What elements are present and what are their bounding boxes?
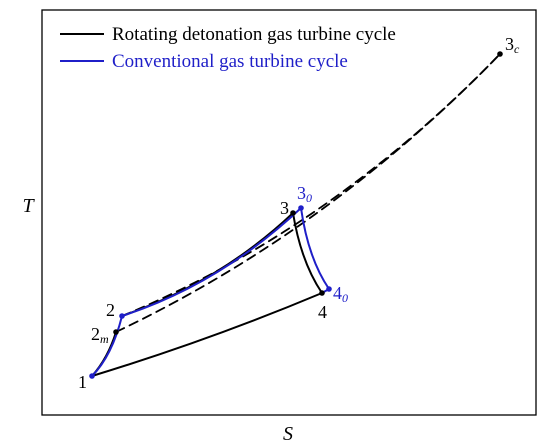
point-marker-30 <box>298 205 304 211</box>
point-marker-3c <box>497 51 503 57</box>
rd-cycle-heat-rejection-4-1 <box>91 292 323 377</box>
point-label-40: 40 <box>333 283 348 305</box>
point-label-2: 2 <box>106 300 115 320</box>
x-axis-label: S <box>283 423 293 445</box>
legend: Rotating detonation gas turbine cycle Co… <box>60 24 396 72</box>
point-label-3: 3 <box>280 198 289 218</box>
point-marker-3 <box>290 210 296 216</box>
point-label-30: 30 <box>297 183 312 205</box>
point-label-3c: 3c <box>505 34 520 56</box>
point-marker-2m <box>113 329 119 335</box>
rd-cycle-expansion-3-4 <box>292 212 323 294</box>
dashed-line-2-to-3c <box>121 53 501 317</box>
legend-label-conventional: Conventional gas turbine cycle <box>112 51 348 72</box>
y-axis-label: T <box>22 195 35 217</box>
plot-frame <box>41 9 537 416</box>
point-label-1: 1 <box>78 372 87 392</box>
rd-cycle-heat-addition-2-3 <box>121 212 294 317</box>
legend-label-rotating-detonation: Rotating detonation gas turbine cycle <box>112 24 396 45</box>
point-marker-2 <box>119 313 125 319</box>
point-marker-40 <box>326 286 332 292</box>
conv-cycle-expansion-30-40 <box>300 207 330 290</box>
point-label-4: 4 <box>318 302 327 322</box>
dashed-line-2m-to-3c <box>115 53 501 333</box>
point-label-2m: 2m <box>91 324 109 346</box>
conv-cycle-compression-1-2 <box>91 315 123 377</box>
conv-cycle-heat-addition-2-30 <box>121 207 302 317</box>
point-marker-4 <box>319 290 325 296</box>
point-marker-1 <box>89 373 95 379</box>
